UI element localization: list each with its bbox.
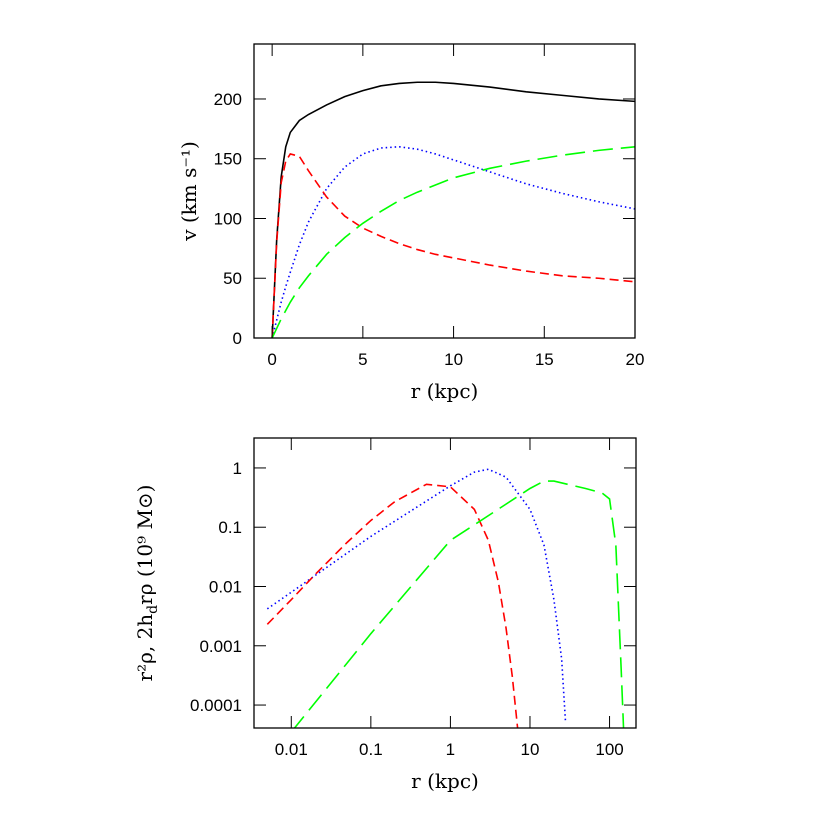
x-tick-label: 20: [626, 350, 645, 369]
x-tick-label: 100: [595, 740, 623, 759]
y-axis-label-part: rρ (10⁹ M⊙): [133, 485, 157, 605]
series-line: [271, 145, 635, 338]
plot-frame: [253, 437, 637, 729]
y-axis-label: v (km s⁻¹): [177, 141, 201, 242]
x-axis-label: r (kpc): [411, 769, 479, 793]
plot-frame: [253, 43, 636, 339]
y-tick-label: 0: [233, 329, 242, 348]
y-tick-label: 100: [214, 209, 242, 228]
x-tick-label: 5: [358, 350, 367, 369]
y-tick-label: 1: [233, 459, 242, 478]
x-tick-label: 10: [444, 350, 463, 369]
y-axis-label: r²ρ, 2hdrρ (10⁹ M⊙): [133, 485, 161, 682]
y-tick-label: 200: [214, 90, 242, 109]
x-tick-label: 10: [521, 740, 540, 759]
y-tick-label: 0.0001: [190, 696, 242, 715]
series-line: [271, 81, 635, 338]
series-line: [271, 153, 635, 338]
x-tick-label: 0.1: [359, 740, 383, 759]
series-line: [271, 145, 635, 338]
y-tick-label: 0.1: [218, 518, 242, 537]
y-axis-label-part: r²ρ, 2h: [133, 614, 157, 682]
x-axis-label: r (kpc): [411, 379, 479, 403]
y-tick-label: 150: [214, 150, 242, 169]
series-line: [266, 468, 567, 723]
y-tick-label: 50: [223, 269, 242, 288]
series-line: [266, 483, 519, 728]
y-axis-label-part: d: [145, 605, 161, 614]
x-tick-label: 0: [267, 350, 276, 369]
x-tick-label: 15: [535, 350, 554, 369]
series-line: [293, 480, 625, 728]
x-tick-label: 0.01: [275, 740, 308, 759]
y-tick-label: 0.001: [199, 637, 242, 656]
x-tick-label: 1: [446, 740, 455, 759]
y-tick-label: 0.01: [209, 577, 242, 596]
